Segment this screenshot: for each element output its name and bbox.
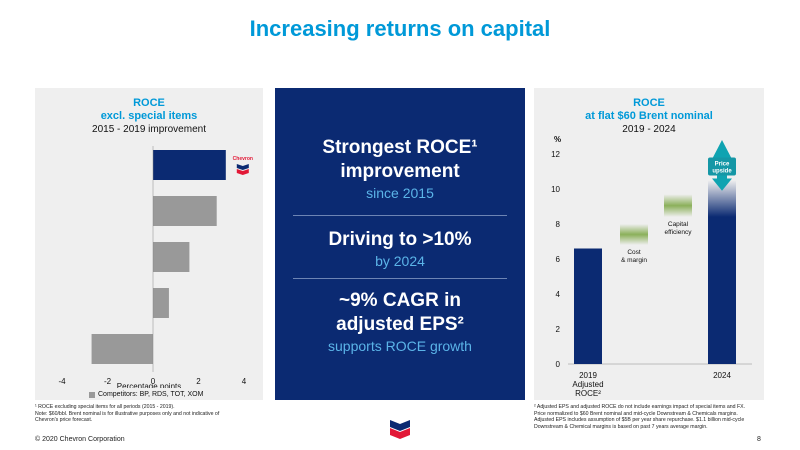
bar-chevron [153, 150, 226, 180]
bridge-bar [708, 180, 736, 364]
price-upside-label: Price [715, 162, 730, 168]
chevron-logo [390, 420, 410, 439]
price-upside-box [708, 157, 736, 176]
left-footnote-text: ¹ ROCE excluding special items for all p… [35, 404, 220, 423]
bar-competitor [153, 196, 217, 226]
left-chart-panel: ROCE excl. special items 2015 - 2019 imp… [35, 88, 263, 400]
divider [293, 215, 507, 216]
x-category-label: 2024 [713, 371, 731, 380]
x-tick-label: 2 [196, 377, 201, 386]
message-3-line1: ~9% CAGR in [339, 290, 461, 311]
y-tick-label: 10 [551, 185, 560, 194]
message-1-sub: since 2015 [366, 185, 434, 201]
bar-annotation-label: Cost [627, 249, 641, 256]
message-1-line2: improvement [340, 161, 460, 182]
price-upside-label: upside [712, 169, 732, 175]
left-chart-title: ROCE [133, 97, 165, 109]
x-category-label: Adjusted [572, 380, 603, 389]
legend-swatch [89, 391, 95, 398]
x-category-label: 2019 [579, 371, 597, 380]
key-message-panel: Strongest ROCE¹ improvement since 2015 D… [275, 88, 525, 400]
right-chart-panel: ROCE at flat $60 Brent nominal 2019 - 20… [534, 88, 764, 400]
message-2-sub: by 2024 [375, 253, 425, 269]
bar-annotation-label: Capital [668, 221, 689, 228]
divider [293, 278, 507, 279]
bar-competitor [153, 242, 190, 272]
chevron-logo-mini [236, 169, 249, 175]
right-chart-subtitle: 2019 - 2024 [622, 124, 676, 135]
bridge-bar [620, 224, 648, 245]
y-tick-label: 8 [556, 220, 561, 229]
left-chart-subtitle: 2015 - 2019 improvement [92, 124, 206, 135]
bar-annotation-label: & margin [621, 257, 647, 264]
y-tick-label: 2 [556, 325, 561, 334]
page-number: 8 [757, 436, 761, 443]
slide-title: Increasing returns on capital [249, 16, 551, 41]
message-3-sub: supports ROCE growth [328, 338, 472, 354]
message-3-line2: adjusted EPS² [336, 314, 464, 335]
bar-competitor [153, 288, 169, 318]
y-tick-label: 12 [551, 150, 560, 159]
left-footnote: ¹ ROCE excluding special items for all p… [35, 404, 270, 424]
bar-data-label: Chevron [233, 156, 253, 162]
right-footnote: ² Adjusted EPS and adjusted ROCE do not … [534, 404, 770, 430]
message-1-line1: Strongest ROCE¹ [322, 137, 478, 158]
left-chart-title-line2: excl. special items [100, 110, 198, 122]
message-block-2: Driving to >10% by 2024 [275, 228, 525, 270]
y-tick-label: 0 [556, 360, 561, 369]
message-block-1: Strongest ROCE¹ improvement since 2015 [275, 136, 525, 202]
message-2-line1: Driving to >10% [328, 229, 472, 250]
bar-competitor [91, 334, 153, 364]
bridge-bar [574, 248, 602, 364]
bar-annotation-label: efficiency [665, 229, 693, 236]
legend-label: Competitors: BP, RDS, TOT, XOM [98, 391, 204, 398]
right-chart-title: ROCE [633, 97, 665, 109]
copyright: © 2020 Chevron Corporation [35, 436, 125, 443]
x-axis-title: Percentage points [117, 382, 182, 388]
message-block-3: ~9% CAGR in adjusted EPS² supports ROCE … [275, 289, 525, 355]
y-tick-label: 6 [556, 255, 561, 264]
x-category-label: ROCE² [575, 389, 601, 398]
left-bar-chart: Chevron -4 -2 0 2 4 Percentage points [58, 146, 253, 388]
bridge-bar [664, 194, 692, 217]
x-tick-label: -4 [58, 377, 66, 386]
chevron-logo-mini [236, 164, 249, 170]
y-tick-label: 4 [556, 290, 561, 299]
y-axis-unit: % [554, 135, 561, 144]
left-chart-legend: Competitors: BP, RDS, TOT, XOM [89, 391, 203, 398]
right-footnote-text: ² Adjusted EPS and adjusted ROCE do not … [534, 404, 746, 430]
right-chart-title-line2: at flat $60 Brent nominal [585, 110, 713, 122]
x-tick-label: 0 [151, 377, 156, 386]
x-tick-label: 4 [242, 377, 247, 386]
x-tick-label: -2 [104, 377, 112, 386]
